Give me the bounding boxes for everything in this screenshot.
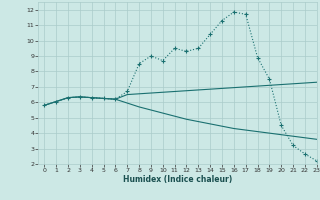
X-axis label: Humidex (Indice chaleur): Humidex (Indice chaleur) (123, 175, 232, 184)
